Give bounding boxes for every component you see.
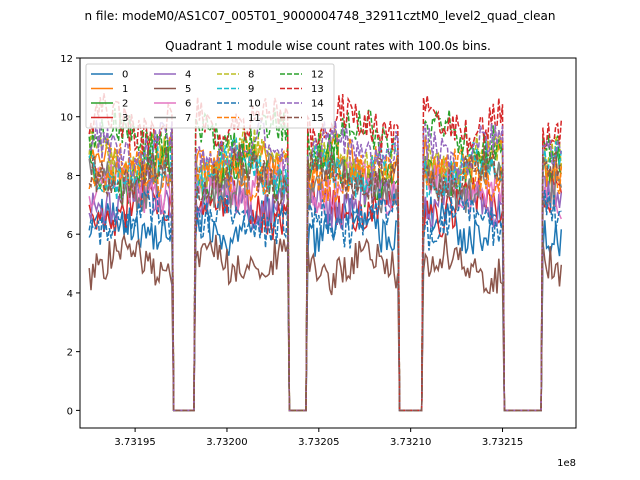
legend-label-6: 6 (185, 99, 191, 110)
legend-label-7: 7 (185, 113, 191, 124)
y-tick-label: 10 (60, 113, 73, 124)
y-tick-label: 8 (67, 171, 73, 182)
legend-label-8: 8 (248, 70, 254, 81)
series-line-15 (88, 143, 562, 412)
legend-label-5: 5 (185, 84, 191, 95)
legend-label-9: 9 (248, 84, 254, 95)
legend-box (85, 63, 335, 129)
legend-label-11: 11 (248, 113, 261, 124)
legend-label-0: 0 (122, 70, 128, 81)
legend-label-3: 3 (122, 113, 128, 124)
series-line-12 (88, 107, 562, 412)
series-line-6 (88, 156, 562, 412)
y-tick-label: 4 (67, 289, 73, 300)
x-offset-text: 1e8 (557, 458, 576, 469)
x-tick-label: 3.73205 (298, 437, 339, 448)
series-layer (88, 93, 563, 412)
series-line-5 (88, 233, 563, 412)
axis-layer: 3.73195 3.73200 3.73205 3.73210 3.73215 0 2 4 6 8… (60, 54, 523, 448)
y-tick-label: 2 (67, 348, 73, 359)
series-line-10 (88, 188, 562, 412)
x-tick-label: 3.73210 (390, 437, 431, 448)
series-line-11 (88, 143, 563, 412)
legend-label-15: 15 (311, 113, 324, 124)
legend-label-2: 2 (122, 99, 128, 110)
legend-label-10: 10 (248, 99, 261, 110)
x-tick-label: 3.73215 (482, 437, 523, 448)
legend-label-12: 12 (311, 70, 324, 81)
series-line-14 (89, 117, 563, 412)
y-tick-label: 6 (67, 230, 73, 241)
legend-label-13: 13 (311, 84, 324, 95)
y-tick-label: 12 (60, 54, 73, 65)
chart-title: Quadrant 1 module wise count rates with … (165, 39, 491, 53)
legend-label-1: 1 (122, 84, 128, 95)
legend-label-4: 4 (185, 70, 191, 81)
x-tick-label: 3.73195 (114, 437, 155, 448)
y-tick-label: 0 (67, 406, 73, 417)
chart-suptitle: n file: modeM0/AS1C07_005T01_9000004748_… (85, 9, 556, 23)
legend-label-14: 14 (311, 99, 324, 110)
plot-frame (79, 57, 577, 429)
x-tick-label: 3.73200 (206, 437, 247, 448)
